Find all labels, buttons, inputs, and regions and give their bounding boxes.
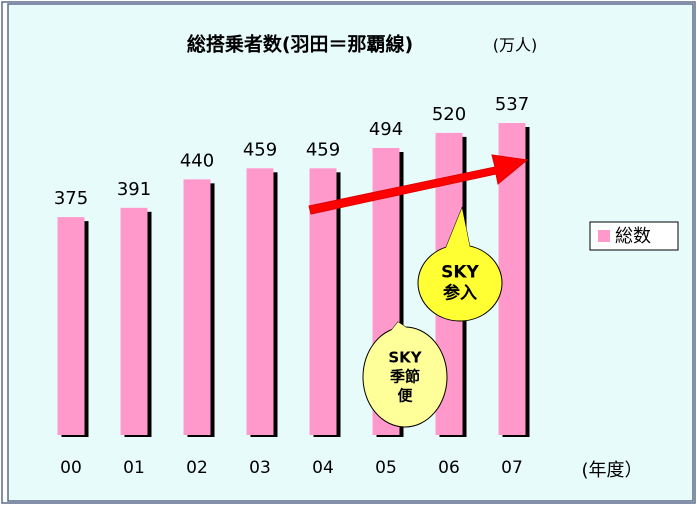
x-axis-label: (年度） bbox=[581, 460, 642, 481]
unit-label: (万人) bbox=[493, 36, 538, 55]
callout-tail-fill bbox=[390, 322, 410, 332]
x-tick-label: 05 bbox=[375, 458, 397, 478]
legend-swatch bbox=[598, 230, 610, 242]
x-tick-label: 03 bbox=[249, 458, 271, 478]
data-label: 375 bbox=[54, 188, 88, 209]
x-tick-label: 04 bbox=[312, 458, 334, 478]
data-label: 459 bbox=[243, 139, 277, 160]
data-label: 459 bbox=[306, 139, 340, 160]
x-tick-label: 00 bbox=[60, 458, 82, 478]
data-label: 391 bbox=[117, 179, 151, 200]
callout-text: SKY bbox=[441, 263, 479, 283]
callout-text: 参入 bbox=[443, 283, 477, 304]
chart-title: 総搭乗者数(羽田＝那覇線) bbox=[187, 33, 413, 56]
plot-frame bbox=[7, 3, 694, 502]
x-tick-label: 06 bbox=[438, 458, 460, 478]
x-tick-label: 01 bbox=[123, 458, 145, 478]
bar bbox=[246, 168, 274, 436]
callout-text: 便 bbox=[397, 387, 413, 405]
trend-arrow bbox=[308, 154, 529, 215]
data-label: 494 bbox=[369, 119, 403, 140]
callout-tail-fill bbox=[445, 208, 470, 250]
bar bbox=[120, 207, 148, 435]
data-label: 537 bbox=[495, 94, 529, 115]
x-tick-label: 07 bbox=[501, 458, 523, 478]
bar bbox=[57, 217, 85, 435]
callout-text: SKY bbox=[388, 349, 422, 367]
data-label: 520 bbox=[432, 104, 466, 125]
bar bbox=[183, 179, 211, 435]
callout-text: 季節 bbox=[390, 368, 420, 386]
data-label: 440 bbox=[180, 150, 214, 171]
x-tick-label: 02 bbox=[186, 458, 208, 478]
legend-label: 総数 bbox=[615, 226, 651, 247]
